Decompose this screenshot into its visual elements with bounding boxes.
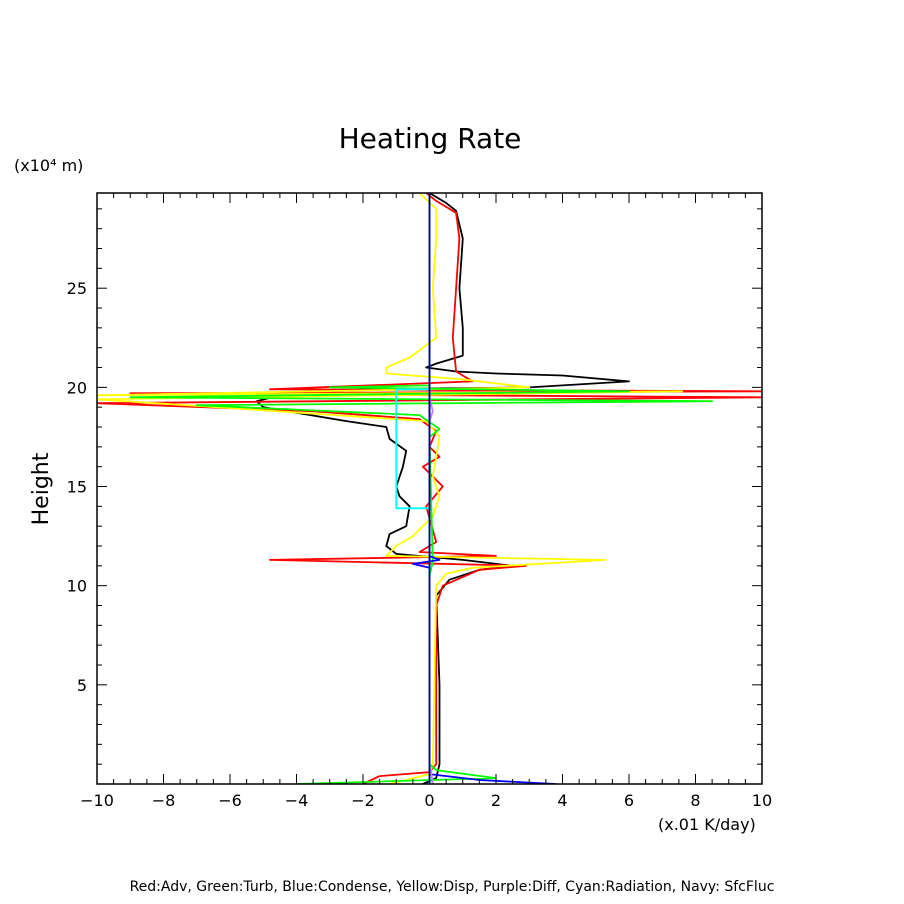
x-tick-label: −2 xyxy=(351,791,375,810)
y-tick-label: 5 xyxy=(77,676,87,695)
series-line-yellow-disp xyxy=(97,193,684,784)
x-tick-label: −4 xyxy=(285,791,309,810)
x-tick-label: 10 xyxy=(752,791,772,810)
x-tick-label: 0 xyxy=(424,791,434,810)
x-tick-label: 2 xyxy=(491,791,501,810)
x-tick-label: 8 xyxy=(690,791,700,810)
x-tick-label: −8 xyxy=(152,791,176,810)
y-units-label: (x10⁴ m) xyxy=(14,156,83,175)
series-line-cyan-radiation xyxy=(395,193,431,784)
legend-text: Red:Adv, Green:Turb, Blue:Condense, Yell… xyxy=(130,879,775,895)
plot-frame xyxy=(96,192,763,785)
series-line-blue-condense xyxy=(411,193,556,784)
y-axis-label: Height xyxy=(29,452,54,525)
tick-layer: −10 −8 −6 −4 −2 0 2 4 6 8 10 5 10 15 20 25 xyxy=(67,193,772,810)
x-axis-label: (x.01 K/day) xyxy=(658,815,756,834)
y-tick-label: 15 xyxy=(67,478,87,497)
y-tick-label: 25 xyxy=(67,279,87,298)
x-tick-label: −10 xyxy=(80,791,114,810)
series-layer xyxy=(97,193,762,784)
y-tick-label: 10 xyxy=(67,577,87,596)
y-tick-label: 20 xyxy=(67,378,87,397)
series-line-total xyxy=(255,193,630,784)
series-line-green-turb xyxy=(129,193,713,784)
x-tick-label: −6 xyxy=(218,791,242,810)
x-tick-label: 6 xyxy=(624,791,634,810)
chart-title: Heating Rate xyxy=(339,122,522,155)
x-tick-label: 4 xyxy=(557,791,567,810)
